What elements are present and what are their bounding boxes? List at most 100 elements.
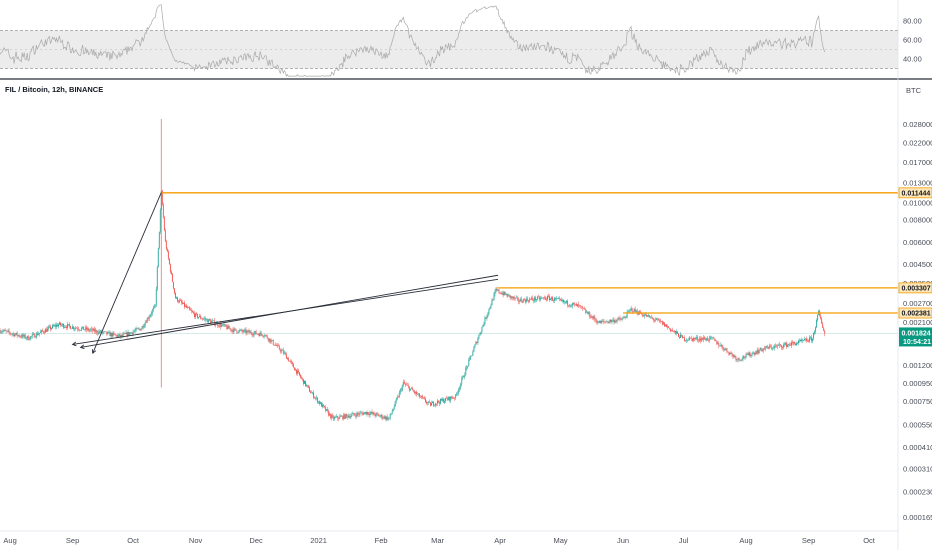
candle-body <box>516 297 518 299</box>
candle-body <box>410 388 412 389</box>
candle-body <box>666 326 668 328</box>
candle-body <box>734 355 736 357</box>
candle-body <box>486 315 488 319</box>
candle-body <box>135 328 137 331</box>
candle-body <box>381 414 383 419</box>
candle-body <box>492 299 494 301</box>
price-tick-label: 0.008000 <box>903 216 932 225</box>
candle-body <box>41 330 43 332</box>
candle-body <box>178 301 179 303</box>
candle-body <box>770 346 772 349</box>
candle-body <box>654 319 656 321</box>
candle-body <box>558 298 559 300</box>
candle-body <box>269 338 271 343</box>
candle-body <box>325 407 327 411</box>
candle-body <box>544 297 546 300</box>
candle-body <box>78 329 80 330</box>
candle-body <box>704 337 706 340</box>
candle-body <box>164 230 166 242</box>
candle-body <box>565 301 567 303</box>
candle-body <box>170 271 172 274</box>
candle-body <box>453 397 455 399</box>
candle-body <box>733 355 735 357</box>
candle-body <box>726 348 728 352</box>
candle-body <box>493 293 495 301</box>
candle-body <box>342 415 344 419</box>
candle-body <box>180 300 181 301</box>
candle-body <box>106 331 108 335</box>
candle-body <box>254 331 256 333</box>
candle-body <box>735 356 737 360</box>
candle-body <box>657 319 659 321</box>
candle-body <box>696 337 698 339</box>
candle-body <box>443 399 445 403</box>
candle-body <box>528 299 530 302</box>
candle-body <box>129 332 131 335</box>
candle-body <box>521 301 523 303</box>
candle-body <box>235 328 237 331</box>
trendline[interactable] <box>92 192 162 354</box>
candle-body <box>650 316 652 318</box>
candle-body <box>213 320 215 322</box>
candle-body <box>307 385 308 386</box>
candle-body <box>373 412 375 415</box>
candle-body <box>781 347 783 348</box>
candle-body <box>335 417 337 418</box>
candle-body <box>95 330 97 332</box>
candle-body <box>382 417 384 419</box>
candle-body <box>444 401 446 403</box>
candle-body <box>823 327 825 331</box>
candle-body <box>332 415 334 417</box>
candle-body <box>396 396 398 400</box>
candle-body <box>86 327 88 330</box>
candle-body <box>262 335 264 337</box>
candle-body <box>607 321 609 323</box>
candle-body <box>412 390 414 392</box>
candle-body <box>339 416 341 419</box>
candle-body <box>494 291 496 294</box>
candle-body <box>211 321 213 324</box>
candle-body <box>778 344 780 346</box>
candle-body <box>553 300 554 302</box>
candle-body <box>745 353 747 358</box>
candle-body <box>671 330 672 331</box>
level-price-label: 0.003307 <box>902 285 931 292</box>
candle-body <box>623 317 625 319</box>
candle-body <box>682 335 683 338</box>
candle-body <box>803 340 804 341</box>
candle-body <box>50 328 52 330</box>
candle-body <box>449 396 451 401</box>
candle-body <box>323 404 325 407</box>
candle-body <box>26 335 28 339</box>
candle-body <box>429 401 430 403</box>
candle-body <box>744 357 746 359</box>
candle-body <box>764 347 766 350</box>
candle-body <box>659 320 661 322</box>
candle-body <box>172 281 174 289</box>
candle-body <box>320 402 322 404</box>
candle-body <box>471 355 473 357</box>
candle-body <box>591 316 593 318</box>
trendline[interactable] <box>72 278 499 345</box>
candle-body <box>222 324 224 326</box>
candle-body <box>184 302 185 307</box>
candle-body <box>787 344 789 345</box>
candle-body <box>737 358 739 360</box>
candle-body <box>207 319 209 323</box>
candle-body <box>456 393 458 395</box>
rsi-tick-label: 80.00 <box>903 17 922 26</box>
chart-title: FIL / Bitcoin, 12h, BINANCE <box>5 85 103 94</box>
level-price-tag <box>898 282 932 294</box>
candle-body <box>126 332 128 337</box>
candle-body <box>749 352 751 357</box>
candle-body <box>401 385 403 391</box>
candle-body <box>174 292 176 299</box>
candle-body <box>345 414 347 419</box>
candle-body <box>766 346 768 348</box>
candle-body <box>22 334 24 337</box>
candle-body <box>635 310 637 312</box>
candle-body <box>589 312 591 318</box>
candle-body <box>218 325 220 327</box>
candle-body <box>315 397 317 399</box>
